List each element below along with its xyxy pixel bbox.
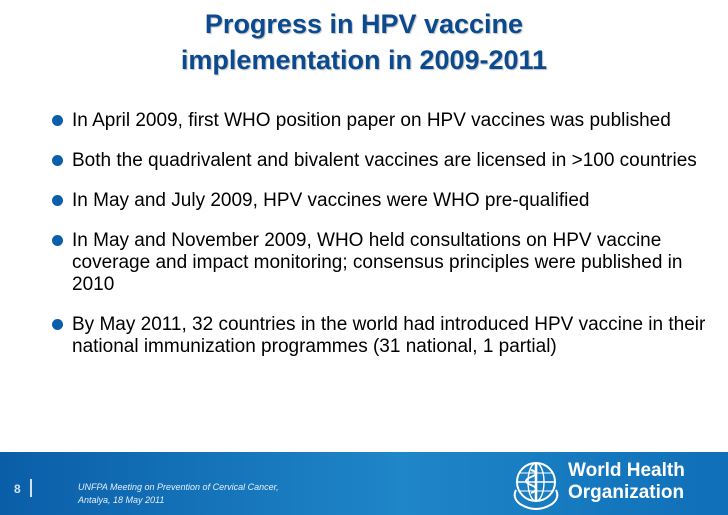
bullet-dot-icon xyxy=(52,319,63,330)
bullet-text: Both the quadrivalent and bivalent vacci… xyxy=(72,150,697,171)
who-logo: World Health Organization xyxy=(510,458,720,510)
bullet-item: In May and July 2009, HPV vaccines were … xyxy=(52,190,712,212)
bullet-text: By May 2011, 32 countries in the world h… xyxy=(72,314,706,357)
bullet-item: In April 2009, first WHO position paper … xyxy=(52,110,712,132)
who-wordmark-line-1: World Health xyxy=(568,460,685,481)
who-wordmark: World Health Organization xyxy=(568,460,685,504)
bullet-item: Both the quadrivalent and bivalent vacci… xyxy=(52,150,712,172)
bullet-text: In May and July 2009, HPV vaccines were … xyxy=(72,190,590,211)
who-emblem-icon xyxy=(513,462,559,510)
bullet-dot-icon xyxy=(52,155,63,166)
footer-divider xyxy=(30,479,32,497)
title-line-1: Progress in HPV vaccine xyxy=(204,9,524,39)
bullet-list: In April 2009, first WHO position paper … xyxy=(52,110,712,376)
title-line-2: implementation in 2009-2011 xyxy=(180,45,548,75)
bullet-item: By May 2011, 32 countries in the world h… xyxy=(52,314,712,358)
footer-caption: UNFPA Meeting on Prevention of Cervical … xyxy=(78,481,279,507)
footer-bar: 8 UNFPA Meeting on Prevention of Cervica… xyxy=(0,452,728,515)
footer-line-2: Antalya, 18 May 2011 xyxy=(78,495,165,505)
slide-title: Progress in HPV vaccine implementation i… xyxy=(0,6,728,78)
bullet-text: In April 2009, first WHO position paper … xyxy=(72,110,671,131)
bullet-dot-icon xyxy=(52,115,63,126)
bullet-dot-icon xyxy=(52,235,63,246)
bullet-item: In May and November 2009, WHO held consu… xyxy=(52,230,712,296)
slide-number: 8 xyxy=(14,482,21,496)
bullet-text: In May and November 2009, WHO held consu… xyxy=(72,230,683,295)
bullet-dot-icon xyxy=(52,195,63,206)
footer-line-1: UNFPA Meeting on Prevention of Cervical … xyxy=(78,482,279,492)
who-wordmark-line-2: Organization xyxy=(568,482,685,503)
